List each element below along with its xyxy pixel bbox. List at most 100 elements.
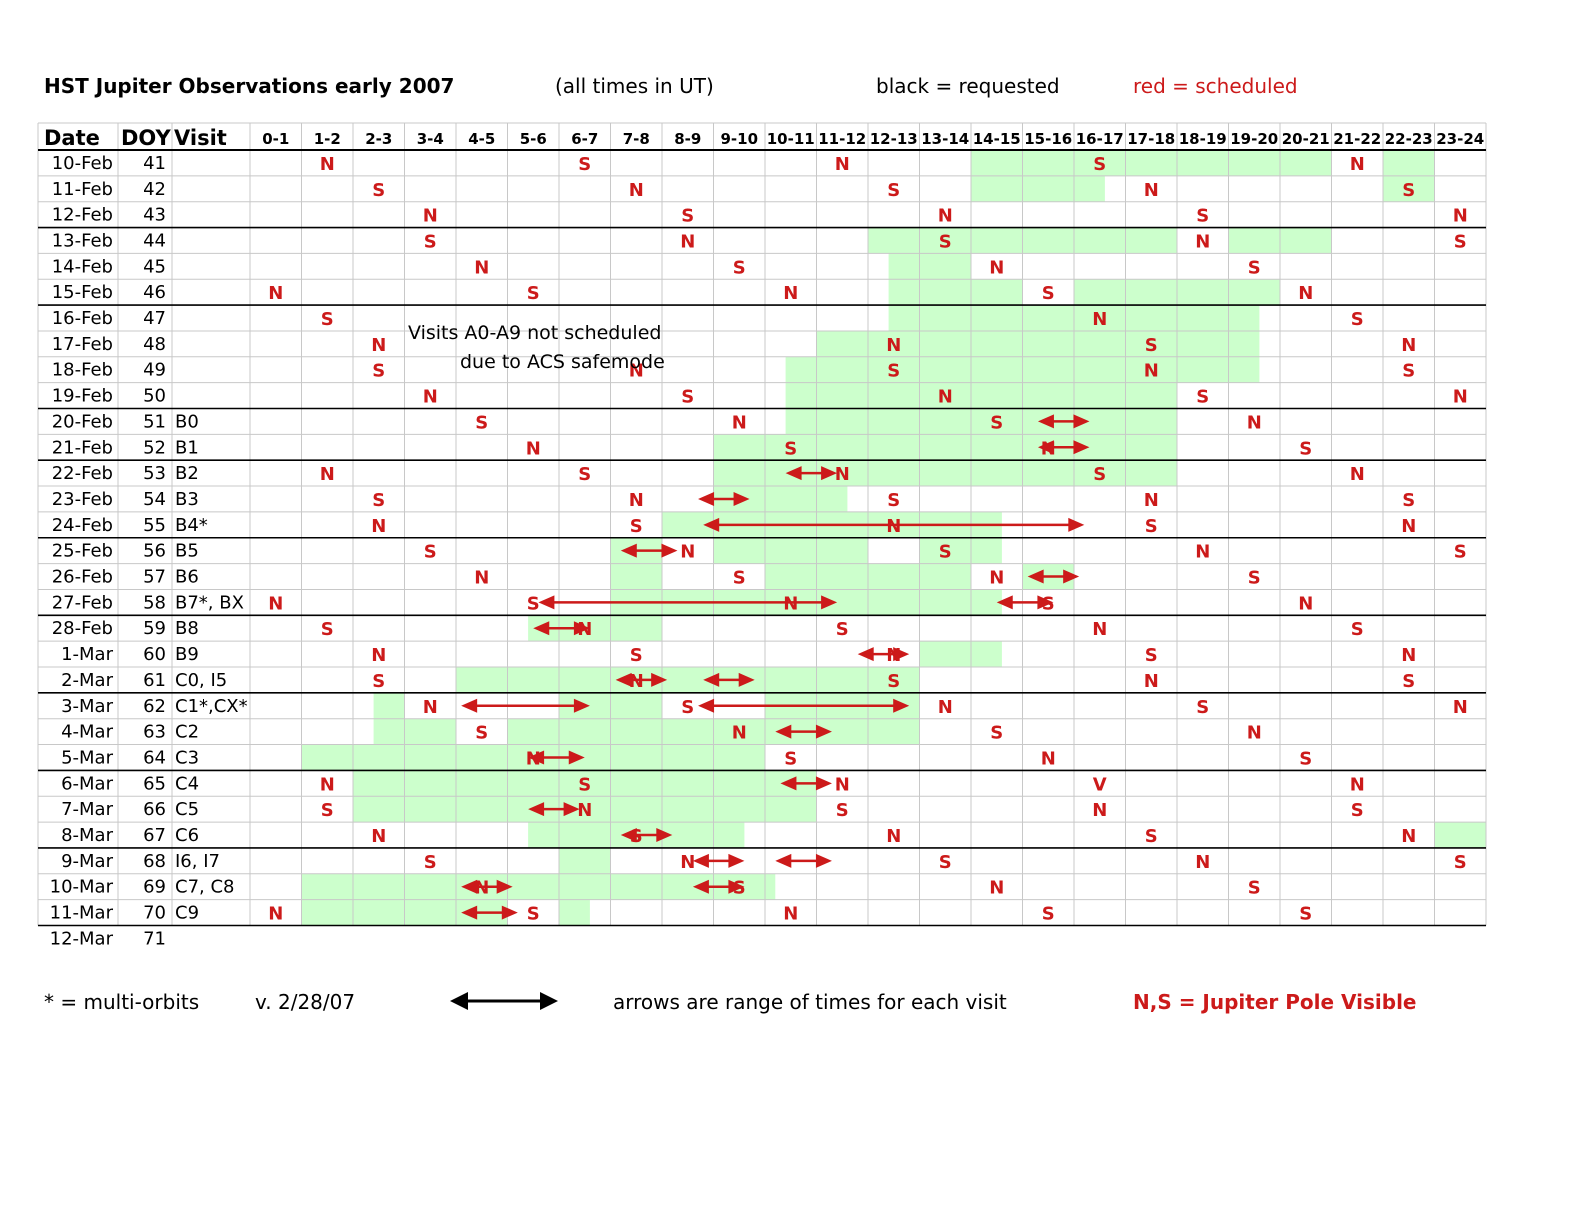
safemode-note-line1: Visits A0-A9 not scheduled (408, 322, 662, 344)
pole-mark: N (1401, 645, 1416, 666)
row-doy: 61 (143, 670, 166, 691)
row-date: 10-Mar (50, 877, 114, 898)
row-doy: 46 (143, 282, 166, 303)
row-date: 17-Feb (52, 334, 113, 355)
visit-arrow-head (780, 776, 797, 791)
row-doy: 60 (143, 644, 166, 665)
visit-arrow-head (563, 802, 580, 817)
visit-arrow-head (775, 724, 792, 739)
pole-mark: N (526, 438, 541, 459)
hour-column-header: 13-14 (921, 130, 969, 148)
pole-mark: N (938, 387, 953, 408)
row-doy: 57 (143, 567, 166, 588)
requested-window (785, 382, 1177, 409)
pole-mark: N (474, 568, 489, 589)
visit-arrow-head (573, 698, 590, 713)
pole-mark: N (474, 878, 489, 899)
pole-mark: S (1196, 697, 1209, 718)
row-doy: 43 (143, 205, 166, 226)
pole-mark: N (835, 464, 850, 485)
requested-window (713, 460, 1177, 487)
footer-multi-orbits: * = multi-orbits (44, 990, 200, 1014)
row-date: 5-Mar (61, 747, 114, 768)
row-date: 7-Mar (61, 799, 114, 820)
row-visit: B5 (175, 541, 199, 562)
pole-mark: N (371, 826, 386, 847)
row-date: 20-Feb (52, 411, 113, 432)
pole-mark: S (836, 800, 849, 821)
visit-arrow-head (533, 621, 550, 636)
pole-mark: N (629, 180, 644, 201)
pole-mark: S (1351, 619, 1364, 640)
pole-mark: N (938, 697, 953, 718)
pole-mark: N (320, 774, 335, 795)
pole-mark: N (629, 671, 644, 692)
pole-mark: S (784, 748, 797, 769)
row-date: 21-Feb (52, 437, 113, 458)
requested-window (713, 434, 1177, 461)
hour-column-header: 8-9 (674, 130, 701, 148)
row-visit: B7*, BX (175, 592, 244, 613)
pole-mark: S (321, 309, 334, 330)
hour-column-header: 7-8 (623, 130, 650, 148)
pole-mark: S (1248, 878, 1261, 899)
hour-column-header: 6-7 (571, 130, 598, 148)
row-doy: 45 (143, 256, 166, 277)
row-doy: 71 (143, 928, 166, 949)
pole-mark: N (1041, 748, 1056, 769)
hour-column-header: 1-2 (314, 130, 341, 148)
hour-column-header: 20-21 (1282, 130, 1330, 148)
pole-mark: S (1196, 206, 1209, 227)
legend-scheduled: red = scheduled (1133, 74, 1298, 98)
hour-column-header: 0-1 (262, 130, 289, 148)
visit-arrow-head (573, 621, 590, 636)
visit-arrow-head (775, 853, 792, 868)
pole-mark: N (268, 904, 283, 925)
requested-window (373, 718, 456, 745)
pole-mark: S (372, 671, 385, 692)
hour-column-header: 17-18 (1127, 130, 1175, 148)
visit-arrow-head (698, 491, 715, 506)
row-date: 23-Feb (52, 489, 113, 510)
row-visit: C4 (175, 773, 199, 794)
visit-arrow-head (1037, 595, 1054, 610)
requested-window (610, 563, 662, 590)
row-doy: 63 (143, 722, 166, 743)
pole-mark: S (1351, 800, 1364, 821)
pole-mark: S (1454, 542, 1467, 563)
pole-mark: N (1453, 387, 1468, 408)
pole-mark: N (1298, 593, 1313, 614)
row-doy: 50 (143, 386, 166, 407)
pole-mark: S (1248, 568, 1261, 589)
pole-mark: N (1092, 800, 1107, 821)
pole-mark: S (321, 800, 334, 821)
pole-mark: S (372, 361, 385, 382)
visit-arrow-head (821, 466, 838, 481)
pole-mark: S (1299, 904, 1312, 925)
requested-window (919, 641, 1002, 667)
visit-arrow-head (728, 879, 745, 894)
pole-mark: N (577, 800, 592, 821)
pole-mark: N (783, 283, 798, 304)
pole-mark: S (1093, 154, 1106, 175)
requested-window (816, 330, 1260, 357)
pole-mark: S (939, 542, 952, 563)
pole-mark: N (1247, 412, 1262, 433)
requested-window (456, 667, 920, 693)
pole-mark: N (1247, 723, 1262, 744)
pole-mark: N (1195, 852, 1210, 873)
pole-mark: N (1195, 542, 1210, 563)
pole-mark: S (527, 593, 540, 614)
visit-arrow-head (651, 672, 668, 687)
visit-arrow-head (692, 853, 709, 868)
row-visit: I6, I7 (175, 851, 220, 872)
visit-arrow-head (815, 853, 832, 868)
visit-arrow-head (815, 776, 832, 791)
legend-requested: black = requested (876, 74, 1060, 98)
row-date: 24-Feb (52, 515, 113, 536)
row-date: 22-Feb (52, 463, 113, 484)
pole-mark: N (1401, 335, 1416, 356)
row-date: 4-Mar (61, 722, 114, 743)
pole-mark: N (1350, 774, 1365, 795)
pole-mark: S (887, 361, 900, 382)
